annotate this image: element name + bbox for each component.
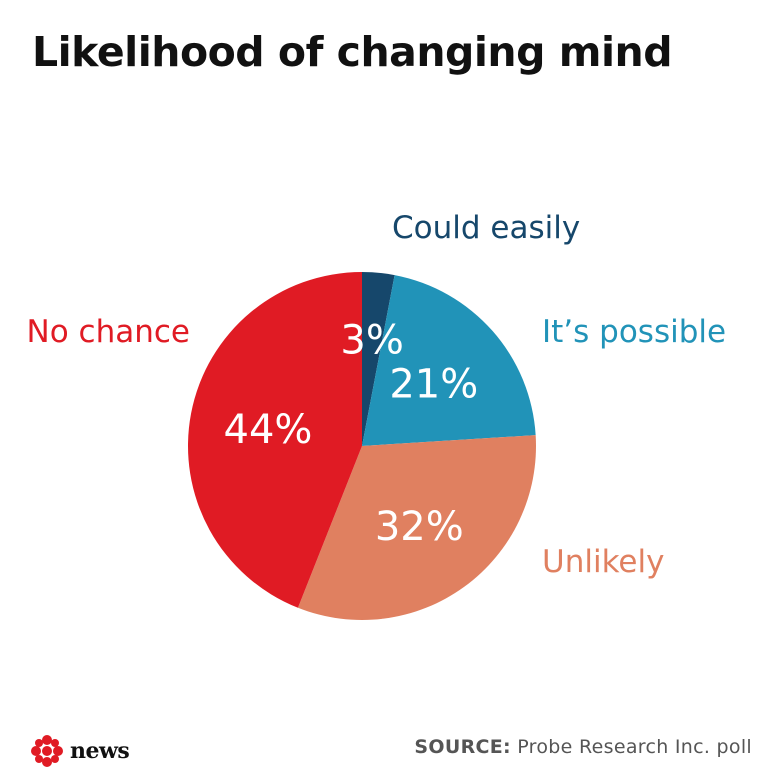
category-label-no-chance: No chance: [27, 314, 190, 350]
source-label: SOURCE:: [414, 736, 511, 758]
source-note: SOURCE: Probe Research Inc. poll: [414, 736, 752, 758]
value-label-unlikely: 32%: [375, 504, 464, 550]
pie-slices: [187, 272, 537, 620]
value-label-no-chance: 44%: [224, 407, 313, 453]
cbc-gem-icon: [31, 735, 63, 767]
slice-category-labels: Could easily It’s possible Unlikely No chan…: [27, 210, 727, 580]
pie-slice-it-s-possible: [362, 275, 536, 446]
chart-title: Likelihood of changing mind: [32, 28, 673, 76]
value-label-it-s-possible: 21%: [389, 362, 478, 408]
pie-slice-no-chance: [187, 272, 362, 608]
value-label-could-easily: 3%: [340, 318, 403, 364]
slice-value-labels: 3%21% 32% 44%: [224, 318, 479, 550]
category-label-unlikely: Unlikely: [542, 544, 664, 580]
category-label-it-s-possible: It’s possible: [542, 314, 726, 350]
cbc-news-logo: news: [30, 734, 130, 768]
category-label-could-easily: Could easily: [392, 210, 580, 246]
pie-slice-could-easily: [362, 272, 395, 446]
source-text: Probe Research Inc. poll: [510, 736, 752, 758]
pie-slice-unlikely: [297, 435, 537, 620]
logo-wordmark: news: [70, 738, 130, 764]
